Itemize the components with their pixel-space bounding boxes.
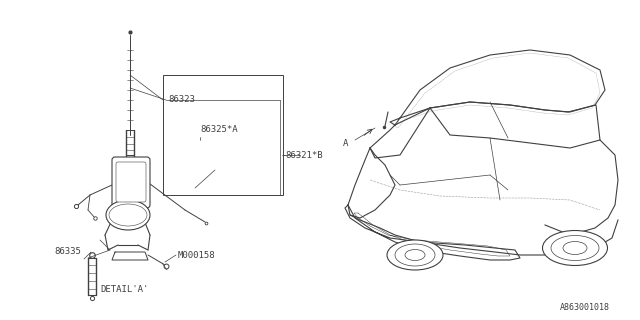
Text: 86323: 86323 (168, 95, 195, 105)
Text: A: A (343, 139, 348, 148)
Ellipse shape (551, 236, 599, 260)
Ellipse shape (395, 244, 435, 266)
Text: M000158: M000158 (178, 251, 216, 260)
Text: A863001018: A863001018 (560, 303, 610, 312)
Bar (163, 75, 283, 195)
Text: CL: CL (125, 175, 131, 180)
FancyBboxPatch shape (112, 157, 150, 208)
Text: DETAIL'A': DETAIL'A' (100, 285, 148, 294)
Text: 86325*A: 86325*A (200, 125, 237, 134)
Ellipse shape (405, 250, 425, 260)
Ellipse shape (543, 230, 607, 266)
Ellipse shape (109, 204, 147, 226)
Ellipse shape (387, 240, 443, 270)
Text: 86335: 86335 (54, 247, 81, 257)
Text: 86321*B: 86321*B (285, 150, 323, 159)
FancyBboxPatch shape (116, 162, 146, 202)
Ellipse shape (563, 242, 587, 254)
Ellipse shape (106, 200, 150, 230)
